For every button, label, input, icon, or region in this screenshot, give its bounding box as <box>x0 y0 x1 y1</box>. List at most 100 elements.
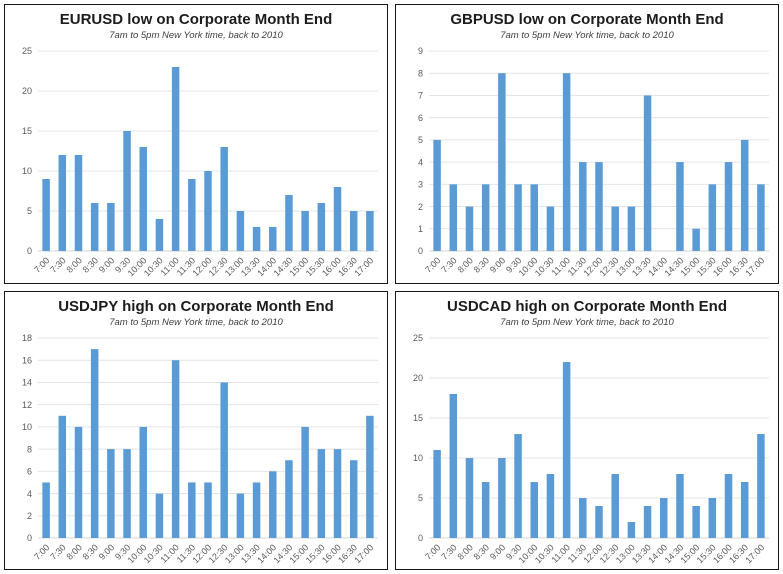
x-tick-label: 7:00 <box>32 256 51 275</box>
bar-8:00 <box>465 206 473 252</box>
y-tick-label: 20 <box>412 373 422 383</box>
x-tick-label: 8:00 <box>455 256 474 275</box>
bar-16:00 <box>724 162 732 252</box>
x-tick-label: 7:00 <box>423 542 442 561</box>
x-tick-label: 7:00 <box>32 542 51 561</box>
bar-8:30 <box>90 348 98 538</box>
x-tick-label: 9:00 <box>487 542 506 561</box>
bar-9:00 <box>497 73 506 252</box>
y-tick-label: 8 <box>26 444 31 454</box>
y-tick-label: 2 <box>417 202 422 212</box>
x-tick-label: 7:30 <box>439 256 458 275</box>
bar-14:00 <box>268 227 277 252</box>
bar-12:00 <box>594 162 603 252</box>
bar-7:00 <box>432 140 441 252</box>
y-tick-label: 25 <box>412 333 422 343</box>
bar-14:30 <box>675 473 684 538</box>
bar-7:30 <box>449 184 457 252</box>
bar-14:30 <box>284 459 293 538</box>
bar-11:30 <box>578 497 587 538</box>
chart-panel-usdjpy-high: USDJPY high on Corporate Month End 7am t… <box>4 290 388 570</box>
x-tick-label: 8:00 <box>64 256 83 275</box>
bar-7:30 <box>58 155 66 252</box>
chart-subtitle: 7am to 5pm New York time, back to 2010 <box>109 316 283 328</box>
x-tick-label: 17:00 <box>743 542 766 565</box>
x-tick-label: 7:30 <box>439 542 458 561</box>
x-tick-label: 8:00 <box>64 542 83 561</box>
y-tick-label: 2 <box>26 511 31 521</box>
x-tick-label: 9:00 <box>96 542 115 561</box>
chart-title: EURUSD low on Corporate Month End <box>59 11 333 28</box>
x-tick-label: 8:30 <box>471 256 490 275</box>
bar-17:00 <box>365 211 374 252</box>
bar-17:00 <box>756 433 765 538</box>
bar-16:30 <box>349 211 357 252</box>
x-tick-label: 8:30 <box>471 542 490 561</box>
bar-12:00 <box>594 505 603 538</box>
bar-12:00 <box>203 171 212 252</box>
y-tick-label: 1 <box>417 224 422 234</box>
y-tick-label: 0 <box>417 246 422 256</box>
bar-9:30 <box>513 184 522 252</box>
bar-16:00 <box>724 473 732 538</box>
bar-12:30 <box>610 206 619 252</box>
y-tick-label: 5 <box>417 135 422 145</box>
x-tick-label: 7:30 <box>48 256 67 275</box>
y-tick-label: 10 <box>21 422 31 432</box>
y-tick-label: 0 <box>417 533 422 543</box>
bar-16:30 <box>740 140 748 252</box>
bar-16:30 <box>349 459 357 538</box>
y-tick-label: 25 <box>21 46 31 56</box>
bar-16:30 <box>740 481 748 538</box>
bar-8:30 <box>481 481 489 538</box>
bar-chart-gbpusd-low: 01234567897:007:308:008:309:009:3010:001… <box>417 46 769 279</box>
bar-11:00 <box>562 361 570 538</box>
bar-9:00 <box>106 448 115 538</box>
bar-13:30 <box>643 95 651 252</box>
chart-subtitle: 7am to 5pm New York time, back to 2010 <box>109 30 283 42</box>
bar-11:00 <box>171 359 179 538</box>
y-tick-label: 12 <box>21 400 31 410</box>
bar-7:00 <box>41 482 50 538</box>
bar-10:00 <box>138 147 147 252</box>
y-tick-label: 10 <box>21 166 31 176</box>
y-tick-label: 16 <box>21 355 31 365</box>
bar-7:00 <box>41 179 50 252</box>
y-tick-label: 8 <box>417 69 422 79</box>
chart-title: USDJPY high on Corporate Month End <box>58 297 334 315</box>
y-tick-label: 10 <box>412 453 422 463</box>
bar-9:30 <box>513 433 522 538</box>
bar-15:30 <box>317 448 325 538</box>
y-tick-label: 5 <box>26 206 31 216</box>
bar-15:30 <box>708 497 716 538</box>
bar-11:30 <box>578 162 587 252</box>
bar-chart-usdjpy-high: 0246810121416187:007:308:008:309:009:301… <box>21 333 378 565</box>
bar-13:30 <box>643 505 651 538</box>
y-tick-label: 4 <box>417 158 422 168</box>
bar-15:00 <box>691 505 700 538</box>
bar-13:30 <box>252 227 260 252</box>
x-tick-label: 17:00 <box>352 542 375 565</box>
chart-subtitle: 7am to 5pm New York time, back to 2010 <box>500 316 674 328</box>
bar-11:30 <box>187 482 196 538</box>
bar-11:00 <box>171 67 179 252</box>
bar-13:00 <box>236 211 244 252</box>
bar-7:30 <box>449 393 457 538</box>
bar-9:00 <box>497 457 506 538</box>
bar-chart-usdcad-high: 05101520257:007:308:008:309:009:3010:001… <box>412 333 769 565</box>
x-tick-label: 7:30 <box>48 542 67 561</box>
chart-panel-eurusd-low: EURUSD low on Corporate Month End 7am to… <box>4 4 388 284</box>
bar-8:00 <box>74 155 82 252</box>
bar-13:00 <box>627 521 635 538</box>
x-tick-label: 17:00 <box>743 256 766 279</box>
bar-13:30 <box>252 482 260 538</box>
chart-title: GBPUSD low on Corporate Month End <box>450 11 724 28</box>
chart-subtitle: 7am to 5pm New York time, back to 2010 <box>500 30 674 42</box>
x-tick-label: 8:30 <box>80 542 99 561</box>
chart-panel-usdcad-high: USDCAD high on Corporate Month End 7am t… <box>395 290 779 570</box>
y-tick-label: 0 <box>26 246 31 256</box>
bar-8:30 <box>481 184 489 252</box>
bar-15:00 <box>300 211 309 252</box>
bar-10:30 <box>546 473 554 538</box>
